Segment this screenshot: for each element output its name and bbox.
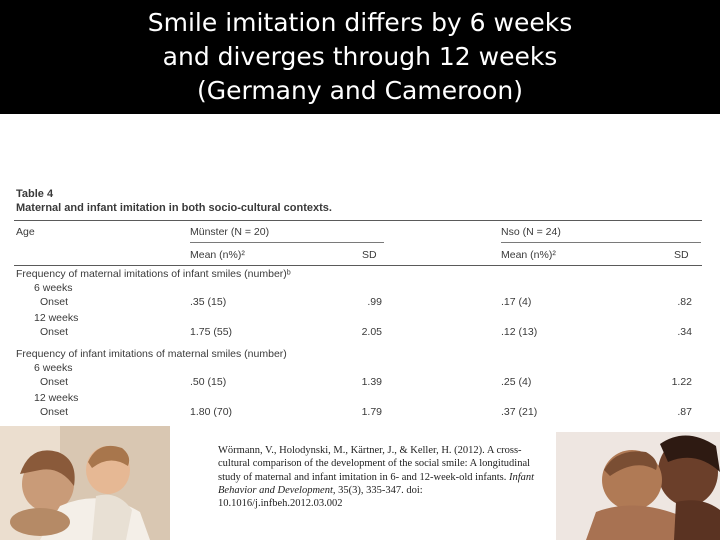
cell-sd-munster: .99 — [367, 296, 382, 308]
mother-infant-photo-right — [556, 432, 720, 540]
slide-title: Smile imitation differs by 6 weeks and d… — [0, 6, 720, 108]
section-title: Frequency of maternal imitations of infa… — [16, 268, 291, 280]
header-bottom-rule — [14, 265, 702, 266]
row-age: 12 weeks — [34, 392, 79, 404]
citation-journal: Infant Behavior and Development, — [218, 471, 535, 496]
citation-volume-doi: 35(3), 335-347. doi: 10.1016/j.infbeh.20… — [218, 484, 423, 510]
slide-title-line-2: and diverges through 12 weeks — [162, 42, 558, 71]
cell-mean-nso: .12 (13) — [501, 326, 538, 338]
cell-sd-munster: 1.39 — [361, 376, 382, 388]
cell-sd-munster: 2.05 — [361, 326, 382, 338]
header-age: Age — [16, 226, 35, 238]
cell-mean-munster: .50 (15) — [190, 376, 227, 388]
results-table: Table 4 Maternal and infant imitation in… — [14, 186, 702, 422]
slide-title-line-1: Smile imitation differs by 6 weeks — [147, 8, 573, 37]
row-age: 6 weeks — [34, 282, 73, 294]
cell-mean-munster: 1.80 (70) — [190, 406, 233, 418]
header-group-munster: Münster (N = 20) — [190, 226, 270, 238]
table-top-rule — [14, 220, 702, 221]
cell-mean-nso: .17 (4) — [501, 296, 532, 308]
cell-mean-nso: .37 (21) — [501, 406, 538, 418]
photo-illustration — [0, 426, 170, 540]
row-age: Onset — [40, 296, 69, 308]
header-sd-munster: SD — [362, 249, 377, 261]
header-sd-nso: SD — [674, 249, 689, 261]
cell-mean-nso: .25 (4) — [501, 376, 532, 388]
section-title: Frequency of infant imitations of matern… — [16, 348, 287, 360]
cell-sd-nso: 1.22 — [671, 376, 692, 388]
cell-sd-nso: .87 — [677, 406, 692, 418]
cell-mean-munster: .35 (15) — [190, 296, 227, 308]
header-mean-munster: Mean (n%)² — [190, 249, 245, 261]
header-mean-nso: Mean (n%)² — [501, 249, 556, 261]
row-age: 12 weeks — [34, 312, 79, 324]
reference-citation: Wörmann, V., Holodynski, M., Kärtner, J.… — [218, 444, 540, 510]
cell-sd-munster: 1.79 — [361, 406, 382, 418]
citation-text: Wörmann, V., Holodynski, M., Kärtner, J.… — [218, 445, 531, 483]
cell-mean-munster: 1.75 (55) — [190, 326, 233, 338]
group-munster-rule — [190, 242, 384, 243]
row-age: Onset — [40, 326, 69, 338]
photo-illustration — [556, 432, 720, 540]
cell-sd-nso: .34 — [677, 326, 692, 338]
row-age: 6 weeks — [34, 362, 73, 374]
row-age: Onset — [40, 406, 69, 418]
row-age: Onset — [40, 376, 69, 388]
table-label: Table 4 — [16, 188, 54, 200]
cell-sd-nso: .82 — [677, 296, 692, 308]
table-caption: Maternal and infant imitation in both so… — [16, 202, 332, 214]
slide-title-line-3: (Germany and Cameroon) — [196, 76, 523, 105]
title-banner — [0, 0, 720, 114]
mother-infant-photo-left — [0, 426, 170, 540]
group-nso-rule — [501, 242, 701, 243]
header-group-nso: Nso (N = 24) — [501, 226, 561, 238]
